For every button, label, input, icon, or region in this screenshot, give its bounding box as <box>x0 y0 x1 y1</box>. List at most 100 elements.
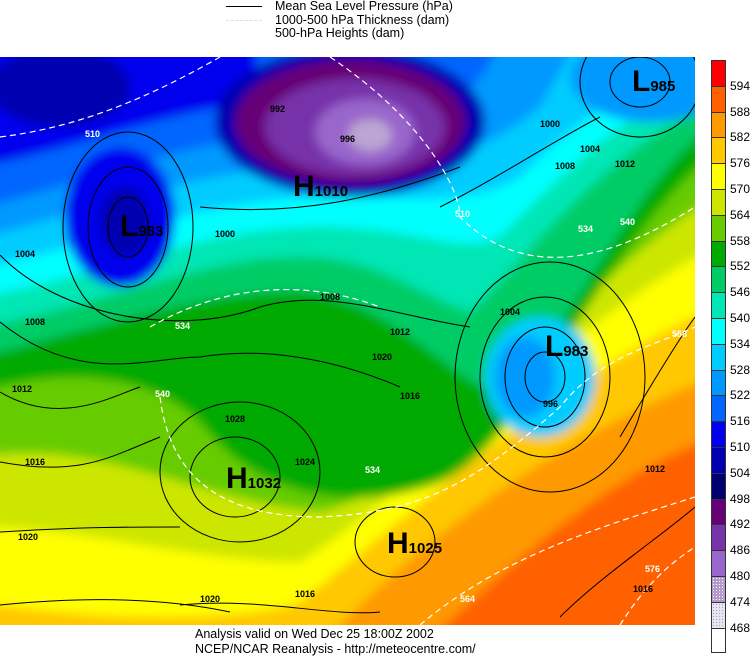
isobar-label: 1020 <box>200 594 220 604</box>
isobar-label: 1020 <box>372 352 392 362</box>
isobar-label: 1028 <box>225 414 245 424</box>
thickness-lines <box>0 57 695 625</box>
isobar-label: 992 <box>270 104 285 114</box>
colorbar-label: 552 <box>730 259 750 274</box>
colorbar-label: 480 <box>730 569 750 583</box>
colorbar-label: 564 <box>730 207 750 222</box>
thickness-label: 540 <box>155 389 170 399</box>
colorbar-label: 558 <box>730 233 750 248</box>
isobar-label: 996 <box>543 399 558 409</box>
isobar-label: 996 <box>340 134 355 144</box>
colorbar-label: 582 <box>730 130 750 145</box>
colorbar-label: 534 <box>730 336 750 351</box>
weather-map: 1004 1008 1012 1016 1020 1028 1024 1020 … <box>0 57 695 625</box>
thickness-label: 558 <box>672 329 687 339</box>
colorbar <box>711 60 727 654</box>
colorbar-swatch <box>711 163 726 189</box>
high-pressure-center: H1032 <box>226 462 282 495</box>
isobar-label: 1004 <box>580 144 600 154</box>
colorbar-label: 528 <box>730 362 750 377</box>
colorbar-label: 522 <box>730 388 750 403</box>
isobar-label: 1008 <box>320 292 340 302</box>
colorbar-swatch <box>711 137 726 164</box>
colorbar-swatch <box>711 601 726 628</box>
low-pressure-center: L983 <box>120 210 164 243</box>
isobar-label: 1012 <box>645 464 665 474</box>
isobar-label: 1004 <box>15 249 35 259</box>
legend-label: 500-hPa Heights (dam) <box>275 26 405 40</box>
height-field: 1004 1008 1012 1016 1020 1028 1024 1020 … <box>0 57 695 625</box>
isobar-label: 1008 <box>25 317 45 327</box>
thickness-labels: 510 510 534 540 534 564 576 534 540 558 <box>85 129 687 604</box>
colorbar-label: 510 <box>730 440 750 454</box>
isobar-label: 1000 <box>540 119 560 129</box>
footer: Analysis valid on Wed Dec 25 18:00Z 2002… <box>195 627 476 656</box>
colorbar-label: 504 <box>730 465 750 480</box>
colorbar-swatch <box>711 575 726 602</box>
colorbar-swatch <box>711 472 726 499</box>
colorbar-swatch <box>711 60 726 86</box>
legend-label: 1000-500 hPa Thickness (dam) <box>275 12 450 27</box>
isobar-labels: 1004 1008 1012 1016 1020 1028 1024 1020 … <box>12 104 665 604</box>
isobar-label: 1016 <box>25 457 45 467</box>
colorbar-label: 540 <box>730 311 750 325</box>
colorbar-swatch <box>711 111 726 138</box>
analysis-valid-time: Analysis valid on Wed Dec 25 18:00Z 2002 <box>195 627 434 641</box>
colorbar-swatch <box>711 266 726 293</box>
isobar-label: 1012 <box>390 327 410 337</box>
colorbar-label: 516 <box>730 414 750 429</box>
isobar-label: 1024 <box>295 457 315 467</box>
isobar-label: 1016 <box>400 391 420 401</box>
colorbar-swatch <box>711 317 726 344</box>
colorbar-swatch <box>711 188 726 215</box>
colorbar-swatch <box>711 343 726 370</box>
colorbar-label: 474 <box>730 594 750 609</box>
colorbar-swatch <box>711 292 726 318</box>
isobar-label: 1012 <box>615 159 635 169</box>
colorbar-swatch <box>711 214 726 241</box>
colorbar-swatch <box>711 421 726 447</box>
colorbar-label: 546 <box>730 285 750 300</box>
colorbar-label: 588 <box>730 104 750 119</box>
thickness-label: 564 <box>460 594 475 604</box>
colorbar-label: 576 <box>730 156 750 171</box>
solid-line-swatch <box>226 6 262 7</box>
colorbar-swatch <box>711 395 726 422</box>
legend-label: Mean Sea Level Pressure (hPa) <box>275 0 453 13</box>
colorbar-swatch <box>711 446 726 473</box>
colorbar-label: 570 <box>730 182 750 196</box>
thickness-label: 534 <box>578 224 593 234</box>
colorbar-swatch <box>711 369 726 396</box>
colorbar-label: 492 <box>730 517 750 532</box>
thickness-label: 510 <box>455 209 470 219</box>
isobar-label: 1016 <box>295 589 315 599</box>
colorbar-swatch <box>711 627 726 654</box>
isobar-label: 1008 <box>555 161 575 171</box>
colorbar-swatch <box>711 524 726 551</box>
low-pressure-center: L985 <box>632 65 676 98</box>
colorbar-label: 468 <box>730 620 750 635</box>
thickness-label: 576 <box>645 564 660 574</box>
thickness-label: 540 <box>620 217 635 227</box>
dashed-line-swatch <box>226 19 262 21</box>
thickness-label: 510 <box>85 129 100 139</box>
high-pressure-center: H1025 <box>387 527 443 560</box>
isobar-label: 1020 <box>18 532 38 542</box>
colorbar-swatch <box>711 240 726 267</box>
colorbar-label: 594 <box>730 78 750 93</box>
colorbar-label: 486 <box>730 543 750 558</box>
isobar-label: 1000 <box>215 229 235 239</box>
colorbar-swatch <box>711 85 726 112</box>
isobar-label: 1004 <box>500 307 520 317</box>
colorbar-swatch <box>711 550 726 576</box>
source-credit: NCEP/NCAR Reanalysis - http://meteocentr… <box>195 641 476 656</box>
thickness-label: 534 <box>175 321 190 331</box>
colorbar-swatch <box>711 498 726 525</box>
isobars <box>0 57 695 618</box>
high-pressure-center: H1010 <box>293 170 349 203</box>
colorbar-label: 498 <box>730 491 750 506</box>
isobar-label: 1016 <box>633 584 653 594</box>
isobar-label: 1012 <box>12 384 32 394</box>
thickness-label: 534 <box>365 465 380 475</box>
low-pressure-center: L983 <box>545 330 589 363</box>
